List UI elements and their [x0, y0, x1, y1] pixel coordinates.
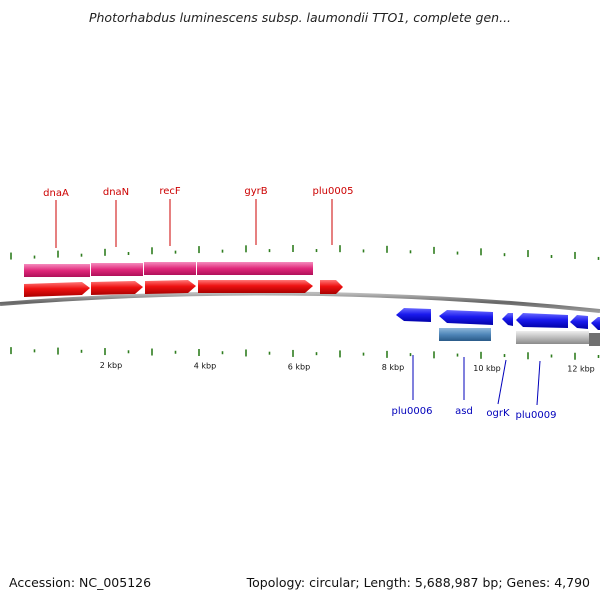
- gene-arrow-dnaA[interactable]: [24, 282, 90, 297]
- gene-arrow-unlabeled-1[interactable]: [570, 315, 588, 329]
- accession-label: Accession: NC_005126: [9, 575, 152, 590]
- gene-label-plu0009[interactable]: plu0009: [516, 410, 557, 421]
- cds-block-plu0009[interactable]: [516, 331, 589, 344]
- cds-block-unlabeled[interactable]: [589, 333, 600, 346]
- tick-marks-upper: [10, 245, 600, 260]
- gene-label-dnaA[interactable]: dnaA: [43, 188, 69, 199]
- scale-label-6kbp: 6 kbp: [288, 362, 310, 371]
- gene-label-dnaN[interactable]: dnaN: [103, 187, 129, 198]
- cds-block-dnaN[interactable]: [91, 263, 143, 276]
- gene-label-asd[interactable]: asd: [455, 406, 473, 417]
- scale-label-10kbp: 10 kbp: [473, 364, 501, 373]
- gene-label-gyrB[interactable]: gyrB: [244, 186, 267, 197]
- gene-labels: dnaA dnaN recF gyrB plu0005 plu0006 asd …: [43, 186, 556, 421]
- gene-label-leaders: [55, 199, 541, 406]
- gene-label-plu0005[interactable]: plu0005: [313, 186, 354, 197]
- reverse-gene-track: [396, 308, 600, 330]
- gene-arrow-unlabeled-2[interactable]: [591, 317, 600, 330]
- gene-label-plu0006[interactable]: plu0006: [392, 406, 433, 417]
- cds-block-gyrB[interactable]: [197, 262, 313, 275]
- cds-block-dnaA[interactable]: [24, 264, 90, 277]
- forward-gene-track: [24, 280, 343, 297]
- tick-marks-lower: [10, 347, 600, 360]
- gene-arrow-plu0009[interactable]: [516, 313, 568, 328]
- scale-label-12kbp: 12 kbp: [567, 365, 595, 374]
- gene-arrow-asd[interactable]: [439, 310, 493, 325]
- scale-label-8kbp: 8 kbp: [382, 363, 404, 372]
- gene-arrow-ogrK[interactable]: [502, 313, 513, 326]
- scale-labels: 2 kbp 4 kbp 6 kbp 8 kbp 10 kbp 12 kbp: [100, 361, 595, 374]
- gene-arrow-plu0006[interactable]: [396, 308, 431, 322]
- gene-arrow-gyrB[interactable]: [198, 280, 313, 293]
- genome-backbone: [0, 291, 600, 313]
- gene-label-recF[interactable]: recF: [159, 186, 181, 197]
- scale-label-2kbp: 2 kbp: [100, 361, 122, 370]
- gene-arrow-dnaN[interactable]: [91, 281, 143, 295]
- cds-block-recF[interactable]: [144, 262, 196, 275]
- gene-arrow-plu0005[interactable]: [320, 280, 343, 294]
- gene-label-ogrK[interactable]: ogrK: [486, 408, 510, 419]
- forward-cds-track: [24, 262, 313, 277]
- gene-arrow-recF[interactable]: [145, 280, 196, 294]
- scale-label-4kbp: 4 kbp: [194, 362, 216, 371]
- genome-title: Photorhabdus luminescens subsp. laumondi…: [88, 10, 512, 25]
- cds-block-asd[interactable]: [439, 328, 491, 341]
- reverse-cds-track: [439, 328, 600, 346]
- genome-summary: Topology: circular; Length: 5,688,987 bp…: [246, 575, 590, 590]
